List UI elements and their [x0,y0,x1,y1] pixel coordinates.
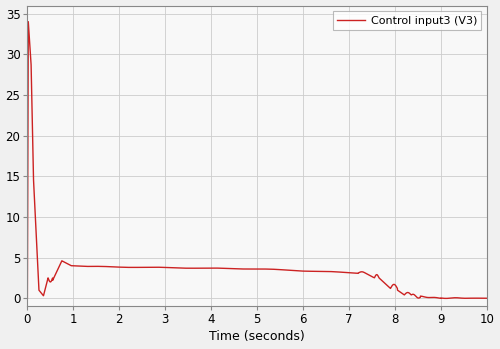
Control input3 (V3) [443,296,449,300]
Control input3 (V3) [484,296,490,300]
Control input3 (V3) [460,296,466,300]
Legend: Control input3 (V3): Control input3 (V3) [333,11,482,30]
Control input3 (V3) [24,296,30,300]
Control input3 (V3) [249,267,255,271]
Control input3 (V3) [26,37,32,42]
Control input3 (V3) [114,265,120,269]
Control input3 (V3) [52,273,58,277]
Control input3 (V3) [26,20,32,24]
X-axis label: Time (seconds): Time (seconds) [210,331,305,343]
Line: Control input3 (V3): Control input3 (V3) [28,22,487,298]
Control input3 (V3) [44,282,50,286]
